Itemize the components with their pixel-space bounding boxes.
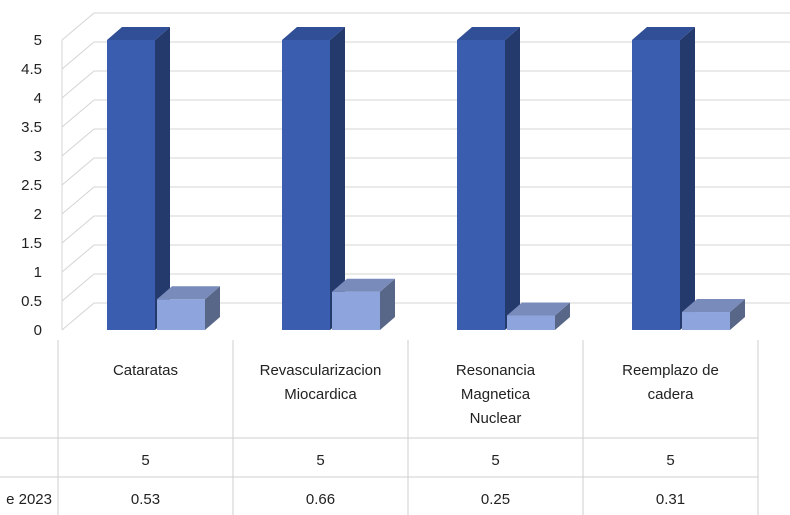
bar-side-series-2 [380, 278, 395, 330]
bar-top-series-2 [332, 278, 395, 292]
bar-series-2 [157, 299, 205, 330]
bar-top-series-1 [107, 27, 170, 40]
table-cell-value: 0.66 [306, 491, 335, 508]
bar-series-2 [682, 312, 730, 330]
y-tick-label: 0.5 [21, 293, 42, 310]
y-tick-label: 4 [34, 90, 42, 107]
gridline-side [61, 99, 95, 128]
bar-series-1 [107, 40, 155, 330]
table-cell-value: 5 [316, 452, 324, 469]
bar-side-series-2 [205, 286, 220, 330]
bar-top-series-1 [632, 27, 695, 40]
category-label: Resonancia [456, 362, 536, 379]
y-tick-label: 1.5 [21, 235, 42, 252]
bar-side-series-2 [555, 302, 570, 330]
gridline-side [61, 128, 95, 157]
gridline-side [61, 244, 95, 273]
bar-series-2 [507, 315, 555, 330]
y-tick-label: 1 [34, 264, 42, 281]
y-tick-label: 3.5 [21, 119, 42, 136]
bar-side-series-2 [730, 299, 745, 330]
gridline-side [61, 302, 95, 331]
category-label: Nuclear [470, 410, 522, 427]
bar-series-1 [282, 40, 330, 330]
category-label: cadera [648, 386, 695, 403]
y-tick-label: 2.5 [21, 177, 42, 194]
bar-top-series-2 [157, 286, 220, 300]
bar-side-series-1 [505, 27, 520, 330]
table-cell-value: 5 [491, 452, 499, 469]
bar-top-series-1 [282, 27, 345, 40]
bar-side-series-1 [330, 27, 345, 330]
gridline-side [61, 273, 95, 302]
bar-top-series-2 [507, 302, 570, 316]
gridline-side [61, 215, 95, 244]
table-cell-value: 5 [666, 452, 674, 469]
bar-side-series-1 [155, 27, 170, 330]
bar-series-1 [457, 40, 505, 330]
series-row-label: e 2023 [6, 491, 52, 508]
table-cell-value: 0.53 [131, 491, 160, 508]
y-tick-label: 5 [34, 32, 42, 49]
gridline-side [61, 157, 95, 186]
gridline-side [61, 41, 95, 70]
category-label: Cataratas [113, 362, 178, 379]
bar-series-1 [632, 40, 680, 330]
table-cell-value: 0.25 [481, 491, 510, 508]
category-label: Reemplazo de [622, 362, 719, 379]
gridline-side [61, 186, 95, 215]
bar-series-2 [332, 291, 380, 330]
y-tick-label: 4.5 [21, 61, 42, 78]
bar-top-series-2 [682, 299, 745, 313]
category-label: Miocardica [284, 386, 357, 403]
gridline-side [61, 12, 95, 41]
y-tick-label: 2 [34, 206, 42, 223]
bar-side-series-1 [680, 27, 695, 330]
y-tick-label: 3 [34, 148, 42, 165]
table-cell-value: 5 [141, 452, 149, 469]
category-label: Magnetica [461, 386, 531, 403]
gridline-side [61, 70, 95, 99]
bar-top-series-1 [457, 27, 520, 40]
y-tick-label: 0 [34, 322, 42, 339]
table-cell-value: 0.31 [656, 491, 685, 508]
category-label: Revascularizacion [260, 362, 382, 379]
